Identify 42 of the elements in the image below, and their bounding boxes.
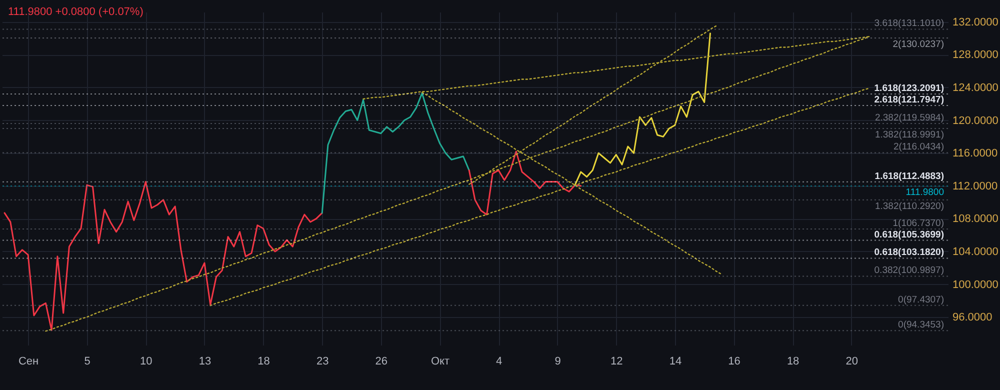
y-tick-label: 112.0000	[952, 180, 998, 192]
x-tick-label: 23	[316, 356, 329, 368]
ref-line-label: 0.618(105.3699)	[874, 229, 944, 240]
ref-line-label: 2(116.0434)	[893, 142, 944, 153]
y-tick-label: 104.0000	[952, 246, 998, 258]
ref-line-label: 0(94.3453)	[898, 320, 944, 331]
chart-title: 111.9800 +0.0800 (+0.07%)	[8, 6, 144, 18]
ref-line-label: 1.382(118.9991)	[874, 129, 944, 140]
y-tick-label: 132.0000	[952, 16, 998, 28]
x-tick-label: 20	[846, 356, 858, 368]
y-tick-label: 128.0000	[952, 49, 998, 62]
ref-line-label: 1.618(112.4883)	[874, 170, 944, 182]
x-tick-label: 18	[258, 356, 270, 368]
y-tick-label: 96.0000	[952, 312, 992, 324]
x-tick-label: Окт	[430, 356, 450, 368]
y-tick-label: 124.0000	[952, 82, 998, 94]
y-tick-label: 100.0000	[952, 278, 998, 291]
ref-line-label: 111.9800	[906, 187, 944, 198]
x-tick-label: 16	[728, 356, 740, 368]
x-tick-label: 10	[140, 356, 152, 368]
x-tick-label: 18	[786, 356, 800, 368]
y-tick-label: 108.0000	[952, 213, 998, 226]
x-tick-label: Сен	[18, 356, 39, 368]
x-tick-label: 5	[84, 356, 90, 368]
ref-line-label: 3.618(131.1010)	[874, 18, 944, 30]
ref-line-label: 1.382(110.2920)	[874, 200, 944, 212]
x-tick-label: 9	[554, 356, 561, 368]
y-tick-label: 116.0000	[952, 148, 998, 160]
ref-line-label: 1(106.7370)	[892, 218, 944, 230]
x-tick-label: 13	[198, 356, 212, 368]
ref-line-label: 2.382(119.5984)	[874, 112, 944, 124]
ref-line-label: 2.618(121.7947)	[874, 94, 944, 106]
ref-line-label: 0(97.4307)	[898, 294, 944, 306]
ref-line-label: 0.382(100.9897)	[874, 265, 944, 276]
x-tick-label: 12	[610, 356, 623, 368]
ref-line-label: 1.618(123.2091)	[874, 82, 944, 94]
ref-line-label: 2(130.0237)	[892, 39, 944, 50]
x-tick-label: 26	[375, 356, 388, 368]
x-tick-label: 14	[669, 356, 682, 368]
ref-line-label: 0.618(103.1820)	[874, 247, 944, 258]
x-tick-label: 4	[496, 356, 502, 368]
y-tick-label: 120.0000	[952, 114, 998, 127]
